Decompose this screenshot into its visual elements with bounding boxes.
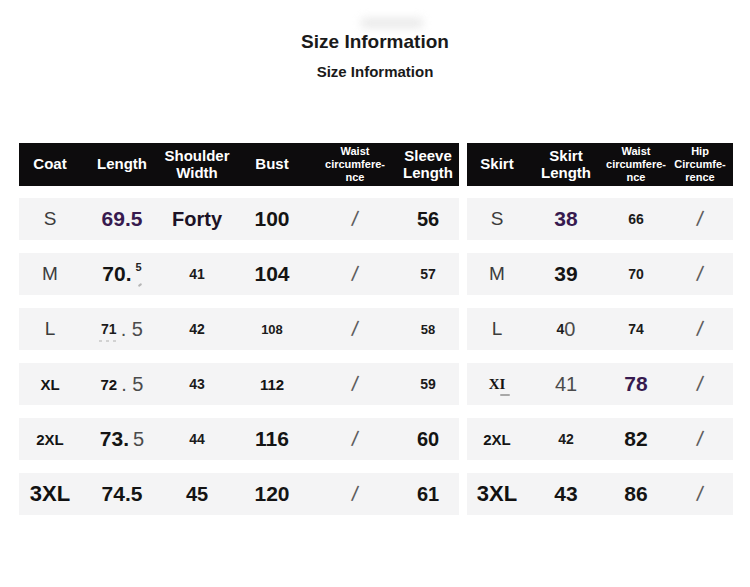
waist-value: 74 (628, 321, 644, 337)
size-label: S (19, 198, 81, 240)
size-label: M (19, 253, 81, 295)
column-header-waist-circumference: Waist circumfere- nce (313, 143, 397, 186)
sleeve-value: 58 (421, 322, 435, 337)
length-value: 69.5 (102, 207, 143, 231)
translation-artifact-dots (99, 340, 116, 342)
shoulder-value: 43 (189, 376, 205, 392)
skirt-length-value-tail: 0 (564, 318, 575, 341)
translation-artifact-smudge (361, 18, 423, 28)
skirt-row-3xl: 3XL 43 86 / (467, 473, 733, 515)
shoulder-value: Forty (172, 208, 222, 231)
column-header-sleeve-length: Sleeve Length (397, 143, 459, 186)
waist-value: 66 (628, 211, 644, 227)
page-title: Size Information (0, 31, 750, 53)
size-label: XL (19, 363, 81, 405)
page-subtitle: Size Information (0, 63, 750, 80)
skirt-length-value: 42 (558, 431, 574, 447)
hip-value: / (695, 261, 705, 286)
column-header-shoulder-width: Shoulder Width (163, 143, 231, 186)
skirt-row-xl: XI 41 78 / (467, 363, 733, 405)
bust-value: 108 (261, 322, 283, 337)
waist-value: 82 (624, 427, 647, 451)
waist-value: 70 (628, 266, 644, 282)
waist-value: 78 (624, 372, 647, 396)
size-label: L (19, 308, 81, 350)
size-label: 3XL (467, 473, 527, 515)
size-chart-page: Size Information Size Information Coat L… (0, 0, 750, 587)
waist-value: / (350, 426, 360, 451)
skirt-length-value: 43 (554, 482, 577, 506)
sleeve-value: 60 (417, 428, 439, 451)
bust-value: 116 (255, 427, 289, 451)
shoulder-value: 41 (189, 266, 205, 282)
skirt-length-value: 4 (557, 321, 565, 337)
size-label: M (467, 253, 527, 295)
hip-value: / (695, 481, 705, 506)
skirt-row-s: S 38 66 / (467, 198, 733, 240)
size-label: 2XL (467, 418, 527, 460)
sleeve-value: 57 (420, 266, 436, 282)
length-value: 73. (100, 427, 129, 451)
skirt-row-l: L 40 74 / (467, 308, 733, 350)
hip-value: / (695, 371, 705, 396)
bust-value: 112 (260, 376, 284, 393)
column-header-hip-circumference: Hip Circumfe- rence (667, 143, 733, 186)
coat-row-l: L 71. 5 42 108 / 58 (19, 308, 459, 350)
column-header-waist-circumference: Waist circumfere- nce (605, 143, 667, 186)
coat-row-2xl: 2XL 73.5 44 116 / 60 (19, 418, 459, 460)
waist-value: / (350, 371, 360, 396)
waist-value: 86 (624, 482, 647, 506)
size-label: XI (467, 363, 527, 405)
coat-row-s: S 69.5 Forty 100 / 56 (19, 198, 459, 240)
skirt-length-value: 38 (554, 207, 577, 231)
size-label: S (467, 198, 527, 240)
waist-value: / (350, 261, 360, 286)
shoulder-value: 45 (186, 483, 208, 506)
column-header-skirt: Skirt (467, 143, 527, 186)
waist-value: / (350, 206, 360, 231)
column-header-bust: Bust (231, 143, 313, 186)
translation-artifact-dash (500, 394, 510, 396)
coat-table-header: Coat Length Shoulder Width Bust Waist ci… (19, 143, 459, 186)
size-label: 3XL (19, 473, 81, 515)
column-header-skirt-length: Skirt Length (527, 143, 605, 186)
hip-value: / (695, 316, 705, 341)
length-value: 72 (101, 376, 118, 393)
column-header-length: Length (81, 143, 163, 186)
bust-value: 120 (254, 482, 289, 506)
skirt-table-header: Skirt Skirt Length Waist circumfere- nce… (467, 143, 733, 186)
sleeve-value: 56 (417, 208, 439, 231)
sleeve-value: 61 (417, 483, 439, 506)
skirt-row-m: M 39 70 / (467, 253, 733, 295)
waist-value: / (350, 481, 360, 506)
length-value: 70. (102, 262, 131, 286)
hip-value: / (695, 426, 705, 451)
length-value: 71 (101, 321, 117, 337)
skirt-size-table: Skirt Skirt Length Waist circumfere- nce… (467, 143, 733, 515)
bust-value: 104 (254, 262, 289, 286)
length-value: 74.5 (102, 482, 143, 506)
skirt-row-2xl: 2XL 42 82 / (467, 418, 733, 460)
coat-row-3xl: 3XL 74.5 45 120 / 61 (19, 473, 459, 515)
coat-size-table: Coat Length Shoulder Width Bust Waist ci… (19, 143, 459, 515)
shoulder-value: 44 (189, 431, 205, 447)
coat-row-xl: XL 72. 5 43 112 / 59 (19, 363, 459, 405)
sleeve-value: 59 (420, 376, 436, 392)
skirt-length-value: 39 (554, 262, 577, 286)
length-value-tail: 5 (133, 428, 144, 451)
translation-artifact-mark (138, 283, 142, 287)
coat-row-m: M 70. 5 41 104 / 57 (19, 253, 459, 295)
column-header-coat: Coat (19, 143, 81, 186)
shoulder-value: 42 (189, 321, 205, 337)
bust-value: 100 (254, 207, 289, 231)
length-value-tail: . 5 (121, 318, 143, 341)
length-value-tail: . 5 (121, 373, 143, 396)
size-label: L (467, 308, 527, 350)
hip-value: / (695, 206, 705, 231)
length-value-tail: 5 (136, 261, 142, 273)
skirt-length-value: 41 (555, 373, 577, 396)
waist-value: / (350, 316, 360, 341)
size-label: 2XL (19, 418, 81, 460)
